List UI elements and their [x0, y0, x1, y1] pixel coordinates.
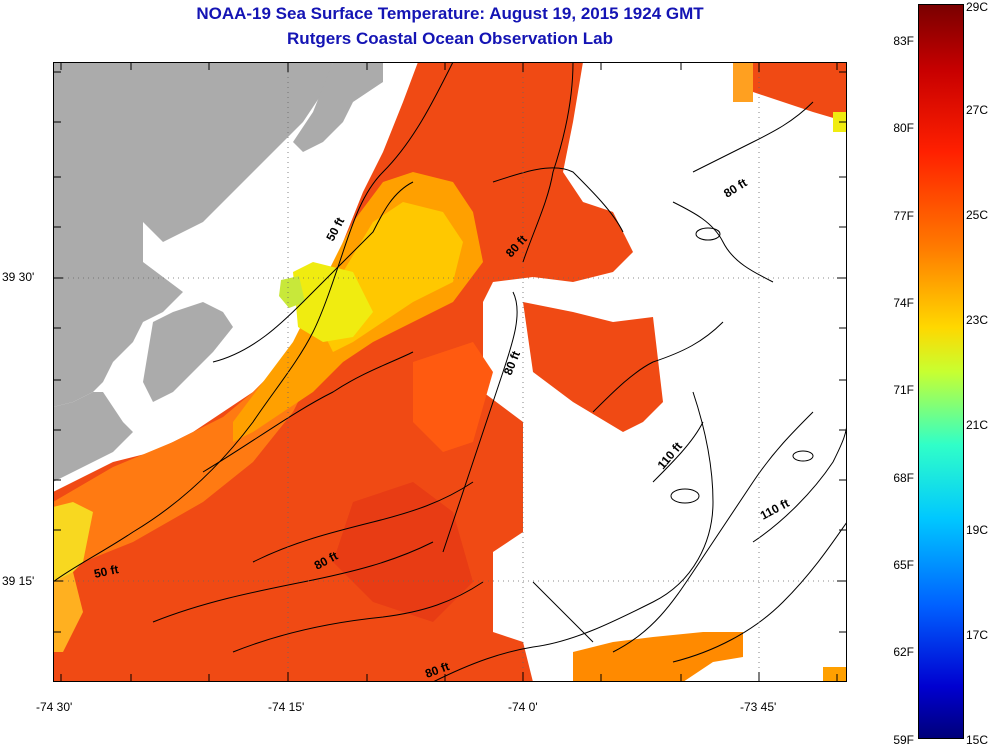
colorbar-f-label: 59F	[893, 733, 914, 747]
map-subtitle: Rutgers Coastal Ocean Observation Lab	[287, 29, 613, 48]
colorbar-f-label: 80F	[893, 121, 914, 135]
colorbar-c-label: 21C	[966, 418, 989, 432]
colorbar-c-label: 19C	[966, 523, 989, 537]
map-frame	[53, 62, 847, 682]
sst-map: 50 ft 80 ft 80 ft 80 ft 110 ft 110 ft 50…	[53, 62, 847, 682]
lat-label: 39 15'	[2, 574, 35, 588]
lon-label: -74 0'	[508, 700, 538, 714]
colorbar-c-label: 15C	[966, 733, 989, 747]
colorbar-c-label: 29C	[966, 0, 989, 14]
colorbar-c-label: 27C	[966, 103, 989, 117]
lat-label: 39 30'	[2, 270, 35, 284]
map-title: NOAA-19 Sea Surface Temperature: August …	[196, 4, 704, 23]
colorbar-f-label: 83F	[893, 34, 914, 48]
land	[53, 62, 383, 482]
colorbar-f-label: 71F	[893, 383, 914, 397]
colorbar-f-label: 77F	[893, 209, 914, 223]
temperature-colorbar	[918, 4, 964, 739]
colorbar-f-label: 65F	[893, 558, 914, 572]
tick-marks	[53, 62, 847, 682]
colorbar-f-label: 62F	[893, 645, 914, 659]
lon-label: -74 30'	[36, 700, 73, 714]
colorbar-f-label: 74F	[893, 296, 914, 310]
sst-field	[53, 62, 847, 682]
colorbar-c-label: 17C	[966, 628, 989, 642]
graticule	[53, 62, 847, 682]
colorbar-c-label: 23C	[966, 313, 989, 327]
colorbar-f-label: 68F	[893, 471, 914, 485]
lon-label: -73 45'	[740, 700, 777, 714]
colorbar-c-label: 25C	[966, 208, 989, 222]
depth-contours	[53, 62, 847, 682]
lon-label: -74 15'	[268, 700, 305, 714]
contour-label: 50 ft	[93, 562, 120, 581]
